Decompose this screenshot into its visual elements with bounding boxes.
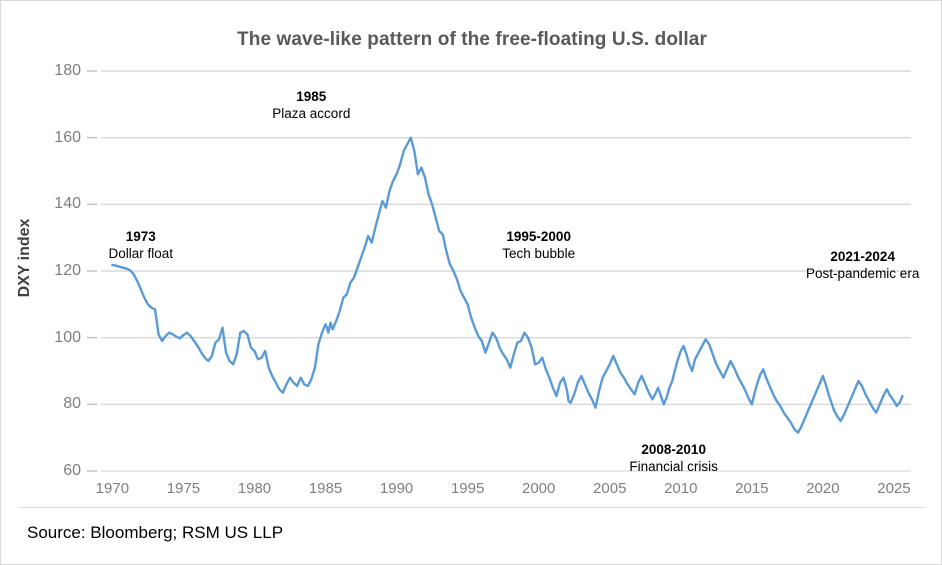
y-tick-label: 120 <box>54 262 81 279</box>
annotation-title: 2021-2024 <box>830 248 895 264</box>
annotation-plaza-accord: 1985 Plaza accord <box>221 88 401 122</box>
x-tick-label: 2000 <box>521 480 556 497</box>
series-line-dxy-index <box>111 136 904 434</box>
x-tick-label: 1980 <box>237 480 272 497</box>
annotation-title: 1995-2000 <box>506 228 571 244</box>
annotation-title: 2008-2010 <box>641 442 706 457</box>
y-tick-label: 80 <box>63 395 81 413</box>
annotation-title: 1985 <box>296 88 327 104</box>
annotation-subtitle: Financial crisis <box>629 459 718 474</box>
y-tick-label: 60 <box>63 462 81 479</box>
x-tick-label: 1985 <box>308 480 343 497</box>
annotation-post-pandemic: 2021-2024 Post-pandemic era <box>773 248 941 282</box>
x-tick-label: 2005 <box>593 480 627 497</box>
annotation-dollar-float: 1973 Dollar float <box>51 228 231 262</box>
annotation-financial-crisis: 2008-2010 Financial crisis <box>584 441 764 475</box>
annotation-tech-bubble: 1995-2000 Tech bubble <box>449 228 629 262</box>
annotation-subtitle: Plaza accord <box>272 105 351 121</box>
annotation-subtitle: Tech bubble <box>502 245 576 261</box>
x-tick-label: 2015 <box>735 480 769 497</box>
gridlines <box>101 70 911 472</box>
y-axis-title: DXY index <box>16 218 33 298</box>
y-tick-label: 180 <box>54 62 81 79</box>
x-tick-label: 2020 <box>806 480 840 497</box>
annotation-subtitle: Post-pandemic era <box>806 265 920 281</box>
annotation-subtitle: Dollar float <box>108 245 174 261</box>
source-note: Source: Bloomberg; RSM US LLP <box>27 523 284 542</box>
x-tick-label: 2025 <box>877 480 911 497</box>
y-tick-label: 160 <box>54 128 81 146</box>
y-tick-label: 100 <box>54 328 81 346</box>
annotation-title: 1973 <box>125 228 156 244</box>
source-divider <box>19 507 925 508</box>
x-tick-label: 1995 <box>450 480 485 497</box>
page-title: The wave-like pattern of the free-floati… <box>237 29 707 50</box>
x-tick-label: 1990 <box>379 480 414 497</box>
x-tick-label: 1970 <box>95 480 130 497</box>
x-tick-label: 1975 <box>166 480 201 497</box>
y-tick-marks <box>87 70 97 472</box>
y-tick-label: 140 <box>54 195 81 213</box>
x-tick-label: 2010 <box>664 480 698 497</box>
data-series-line <box>111 136 904 434</box>
